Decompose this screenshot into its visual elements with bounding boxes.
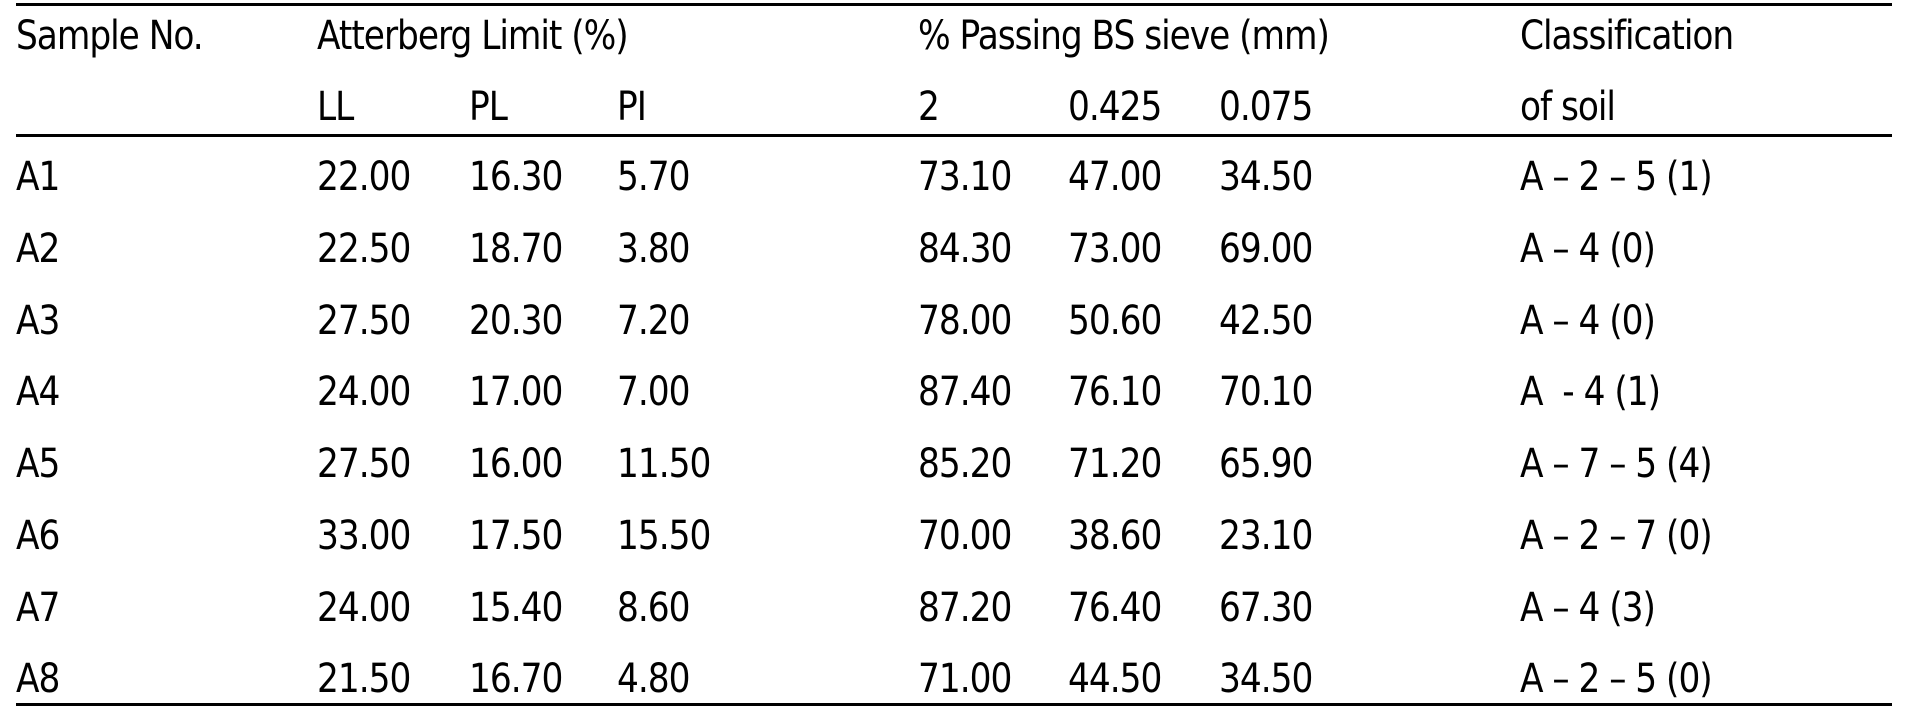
cell-pi: 5.70 (617, 154, 691, 200)
cell-classification: A – 4 (0) (1520, 226, 1656, 272)
header-passing-sieve: % Passing BS sieve (mm) (918, 13, 1330, 59)
cell-sample: A3 (16, 298, 60, 344)
cell-classification: A – 2 – 5 (0) (1520, 656, 1713, 702)
cell-pl: 20.30 (469, 298, 563, 344)
cell-classification: A – 4 (3) (1520, 585, 1656, 631)
header-atterberg-limit: Atterberg Limit (%) (317, 13, 629, 59)
cell-sieve-2: 85.20 (918, 441, 1012, 487)
bottom-rule (16, 703, 1892, 706)
cell-sieve-0425: 44.50 (1068, 656, 1162, 702)
cell-sieve-0075: 34.50 (1219, 154, 1313, 200)
header-rule (16, 134, 1892, 137)
cell-ll: 22.50 (317, 226, 411, 272)
cell-sieve-0425: 38.60 (1068, 513, 1162, 559)
cell-pl: 16.30 (469, 154, 563, 200)
cell-sieve-2: 87.40 (918, 369, 1012, 415)
cell-sieve-0425: 73.00 (1068, 226, 1162, 272)
header-sieve-0425: 0.425 (1068, 84, 1162, 130)
header-classification-cont: of soil (1520, 84, 1616, 130)
cell-sieve-0425: 76.40 (1068, 585, 1162, 631)
cell-ll: 24.00 (317, 585, 411, 631)
cell-sieve-0425: 50.60 (1068, 298, 1162, 344)
header-classification: Classification (1520, 13, 1734, 59)
cell-sieve-2: 84.30 (918, 226, 1012, 272)
cell-ll: 21.50 (317, 656, 411, 702)
cell-pi: 8.60 (617, 585, 691, 631)
cell-pl: 18.70 (469, 226, 563, 272)
cell-sieve-2: 70.00 (918, 513, 1012, 559)
header-ll: LL (317, 84, 354, 130)
cell-sieve-2: 78.00 (918, 298, 1012, 344)
cell-sample: A1 (16, 154, 60, 200)
cell-pi: 7.00 (617, 369, 691, 415)
header-pl: PL (469, 84, 508, 130)
cell-sieve-0425: 76.10 (1068, 369, 1162, 415)
header-sample-no: Sample No. (16, 13, 204, 59)
cell-sieve-0075: 70.10 (1219, 369, 1313, 415)
cell-ll: 27.50 (317, 298, 411, 344)
cell-pl: 16.00 (469, 441, 563, 487)
cell-pi: 15.50 (617, 513, 711, 559)
cell-sample: A7 (16, 585, 60, 631)
cell-sieve-0075: 69.00 (1219, 226, 1313, 272)
cell-ll: 24.00 (317, 369, 411, 415)
cell-sieve-2: 71.00 (918, 656, 1012, 702)
cell-sieve-2: 73.10 (918, 154, 1012, 200)
cell-ll: 22.00 (317, 154, 411, 200)
cell-sieve-0075: 23.10 (1219, 513, 1313, 559)
cell-pl: 15.40 (469, 585, 563, 631)
cell-pi: 11.50 (617, 441, 711, 487)
cell-pi: 3.80 (617, 226, 691, 272)
cell-classification: A – 4 (0) (1520, 298, 1656, 344)
cell-pl: 17.00 (469, 369, 563, 415)
cell-sample: A8 (16, 656, 60, 702)
cell-pi: 4.80 (617, 656, 691, 702)
top-rule (16, 3, 1892, 6)
cell-sieve-0075: 67.30 (1219, 585, 1313, 631)
cell-sample: A2 (16, 226, 60, 272)
cell-sieve-0075: 42.50 (1219, 298, 1313, 344)
cell-sample: A4 (16, 369, 60, 415)
header-sieve-0075: 0.075 (1219, 84, 1313, 130)
cell-classification: A – 7 – 5 (4) (1520, 441, 1713, 487)
cell-sieve-0425: 47.00 (1068, 154, 1162, 200)
cell-sieve-2: 87.20 (918, 585, 1012, 631)
cell-classification: A – 2 – 7 (0) (1520, 513, 1713, 559)
cell-pl: 17.50 (469, 513, 563, 559)
cell-classification: A - 4 (1) (1520, 369, 1661, 415)
cell-ll: 33.00 (317, 513, 411, 559)
cell-classification: A – 2 – 5 (1) (1520, 154, 1713, 200)
cell-sample: A6 (16, 513, 60, 559)
cell-sieve-0425: 71.20 (1068, 441, 1162, 487)
cell-pl: 16.70 (469, 656, 563, 702)
cell-ll: 27.50 (317, 441, 411, 487)
cell-pi: 7.20 (617, 298, 691, 344)
header-sieve-2: 2 (918, 84, 940, 130)
cell-sample: A5 (16, 441, 60, 487)
cell-sieve-0075: 65.90 (1219, 441, 1313, 487)
cell-sieve-0075: 34.50 (1219, 656, 1313, 702)
header-pi: PI (617, 84, 647, 130)
